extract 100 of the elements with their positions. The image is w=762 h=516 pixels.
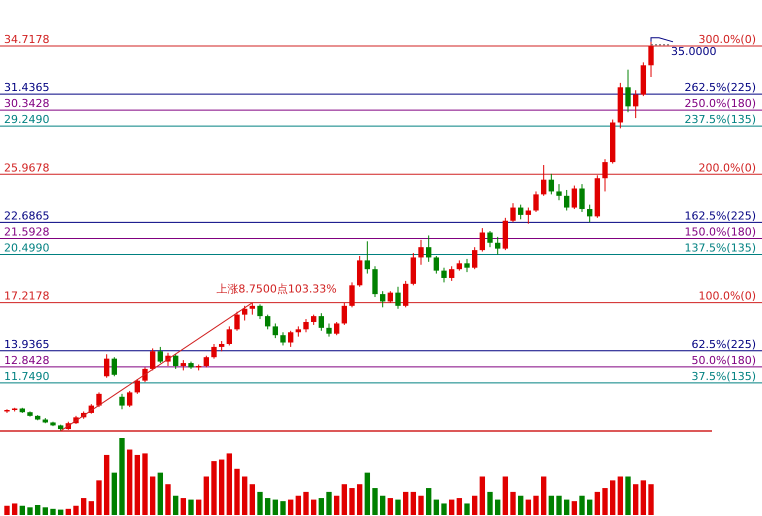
bar [579,496,585,515]
bar [288,500,294,515]
annotation: 50.0%(180) [691,354,756,367]
annotation: 62.5%(225) [691,338,756,351]
bar [218,460,224,515]
bar [211,461,217,515]
bar [618,476,624,515]
bar [380,496,386,515]
bar [250,484,256,515]
bar [356,484,362,515]
y-tick-label: 12.8428 [4,354,50,367]
bar [80,498,86,515]
bar [610,480,616,515]
annotation: 162.5%(225) [684,209,756,222]
y-tick-label: 17.2178 [4,290,50,303]
bar [134,454,140,515]
bar [564,500,570,515]
annotation: 100.0%(0) [698,290,756,303]
bar [310,500,316,515]
bar [402,492,408,515]
bar [418,496,424,515]
bar [42,507,48,515]
bar [480,476,486,515]
bar [518,496,524,515]
bar [441,503,447,515]
bar [510,492,516,515]
bar [410,492,416,515]
bar [388,498,394,515]
bar [572,501,578,515]
bar [264,498,270,515]
bar [296,496,302,515]
annotation: 237.5%(135) [684,113,756,126]
bar [494,500,500,515]
bar [158,472,164,515]
bar [602,488,608,515]
bar [548,496,554,515]
bar [73,506,79,515]
y-tick-label: 34.7178 [4,32,50,46]
bar [334,496,340,515]
bar [487,492,493,515]
y-tick-label: 21.5928 [4,225,50,238]
bar [318,498,324,515]
annotation: 200.0%(0) [698,161,756,174]
bar [556,496,562,515]
bar [112,472,118,515]
bar [234,468,240,515]
bar [594,492,600,515]
y-tick-label: 22.6865 [4,209,50,222]
bar [434,500,440,515]
bar [165,484,171,515]
bar [502,476,508,515]
y-tick-label: 30.3428 [4,97,50,110]
bar [464,503,470,515]
annotation: 35.0000 [671,44,717,58]
bar [188,500,194,515]
bar [126,450,132,515]
annotation: 262.5%(225) [684,81,756,94]
bar [272,500,278,515]
bar [280,501,286,515]
y-tick-label: 20.4990 [4,242,50,255]
annotation: 250.0%(180) [684,97,756,110]
bar [242,476,248,515]
y-tick-label: 11.7490 [4,370,50,383]
bar [526,500,532,515]
bar [540,476,546,515]
bar [172,496,178,515]
bar [12,503,18,515]
bar [58,510,64,515]
bar [20,506,25,515]
bar [533,496,539,515]
bar [648,484,654,515]
annotation: 150.0%(180) [684,225,756,238]
annotation: 37.5%(135) [691,370,756,383]
y-tick-label: 31.4365 [4,81,50,94]
bar [66,508,72,515]
y-tick-label: 29.2490 [4,113,50,126]
annotation: 上涨8.7500点103.33% [216,282,337,296]
bar [586,500,592,515]
bar [34,504,40,515]
bar [150,476,156,515]
annotation: 137.5%(135) [684,242,756,255]
bar [257,492,263,515]
bar [456,498,462,515]
bar [27,507,33,515]
bar [226,453,232,515]
bar [326,492,332,515]
bar [4,506,10,515]
bar [119,438,125,515]
bar [426,488,432,515]
bar [625,476,631,515]
bar [204,476,210,515]
bar [633,484,638,515]
bar [303,492,309,515]
bar [50,508,56,515]
bar [364,472,370,515]
bar [448,500,454,515]
y-tick-label: 25.9678 [4,161,50,174]
bar [395,500,401,515]
bar [180,498,186,515]
bar [640,480,646,515]
